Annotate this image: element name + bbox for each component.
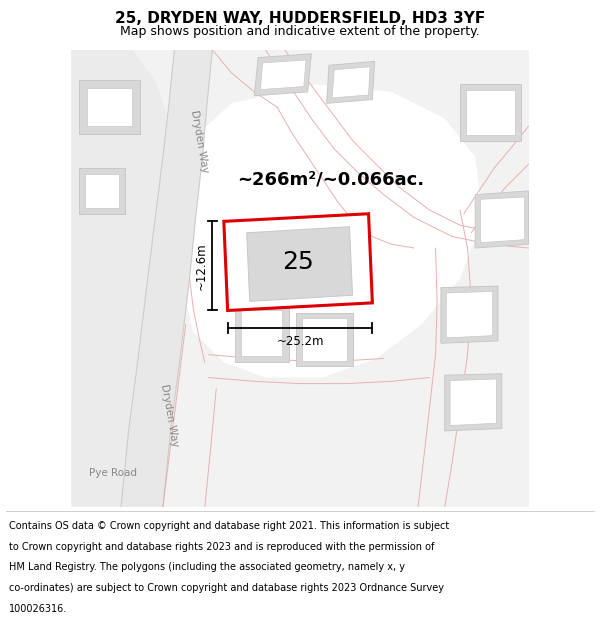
- Polygon shape: [445, 374, 502, 431]
- Polygon shape: [332, 67, 370, 98]
- Polygon shape: [326, 61, 374, 103]
- Text: co-ordinates) are subject to Crown copyright and database rights 2023 Ordnance S: co-ordinates) are subject to Crown copyr…: [9, 583, 444, 593]
- Polygon shape: [241, 311, 283, 356]
- Text: ~266m²/~0.066ac.: ~266m²/~0.066ac.: [238, 171, 425, 189]
- Polygon shape: [71, 50, 182, 507]
- Text: Dryden Way: Dryden Way: [158, 384, 179, 448]
- Text: Map shows position and indicative extent of the property.: Map shows position and indicative extent…: [120, 24, 480, 38]
- Text: 25: 25: [282, 250, 314, 274]
- Polygon shape: [235, 305, 289, 362]
- Polygon shape: [460, 84, 521, 141]
- Text: Dryden Way: Dryden Way: [189, 109, 210, 174]
- Text: ~25.2m: ~25.2m: [276, 335, 324, 348]
- Polygon shape: [475, 191, 529, 248]
- Polygon shape: [224, 214, 373, 311]
- Polygon shape: [260, 60, 306, 89]
- Text: 25, DRYDEN WAY, HUDDERSFIELD, HD3 3YF: 25, DRYDEN WAY, HUDDERSFIELD, HD3 3YF: [115, 11, 485, 26]
- Polygon shape: [79, 168, 125, 214]
- Polygon shape: [85, 174, 119, 208]
- Polygon shape: [296, 312, 353, 366]
- Polygon shape: [450, 379, 497, 426]
- Polygon shape: [178, 84, 483, 378]
- Polygon shape: [254, 54, 311, 96]
- Text: Pye Road: Pye Road: [89, 468, 137, 478]
- Polygon shape: [446, 291, 493, 338]
- Polygon shape: [302, 318, 347, 361]
- Text: 100026316.: 100026316.: [9, 604, 67, 614]
- Text: HM Land Registry. The polygons (including the associated geometry, namely x, y: HM Land Registry. The polygons (includin…: [9, 562, 405, 572]
- Polygon shape: [121, 50, 212, 507]
- Text: to Crown copyright and database rights 2023 and is reproduced with the permissio: to Crown copyright and database rights 2…: [9, 542, 434, 552]
- Polygon shape: [79, 81, 140, 134]
- Polygon shape: [466, 89, 515, 135]
- Text: ~12.6m: ~12.6m: [195, 242, 208, 290]
- Polygon shape: [441, 286, 498, 343]
- Polygon shape: [87, 88, 133, 126]
- Text: Contains OS data © Crown copyright and database right 2021. This information is : Contains OS data © Crown copyright and d…: [9, 521, 449, 531]
- Polygon shape: [247, 227, 353, 301]
- Polygon shape: [481, 197, 524, 242]
